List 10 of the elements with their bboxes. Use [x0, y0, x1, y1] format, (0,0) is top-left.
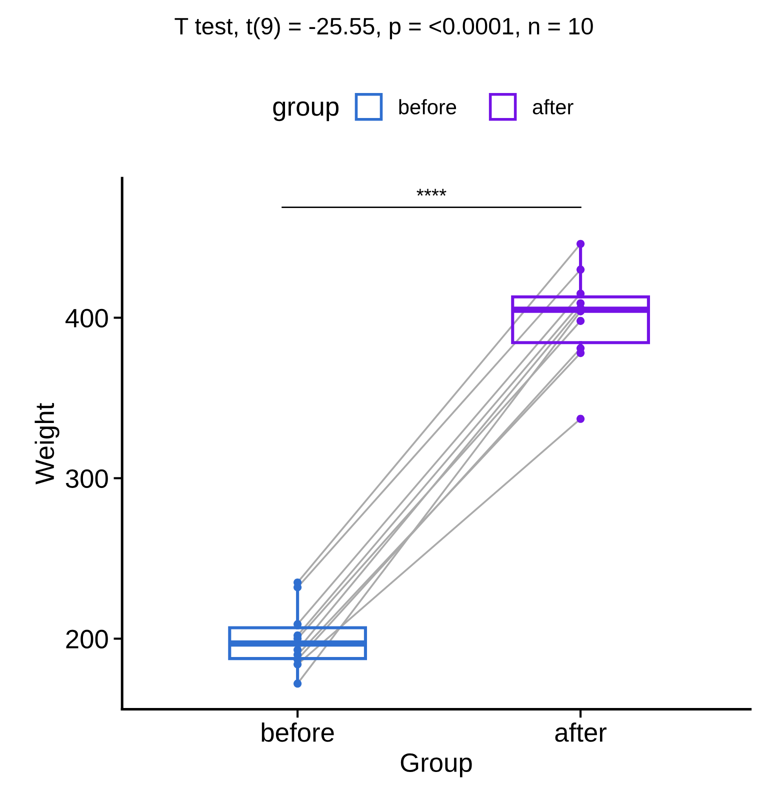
- y-tick-label: 300: [66, 469, 108, 488]
- legend-title: group: [273, 101, 338, 122]
- legend-label: before: [399, 99, 456, 114]
- y-axis-title: Weight: [34, 403, 60, 484]
- legend-label: after: [532, 99, 574, 114]
- y-tick-label: 200: [66, 630, 108, 648]
- x-axis-title: Group: [400, 753, 472, 778]
- chart-title: T test, t(9) = -25.55, p = <0.0001, n = 10: [174, 17, 593, 40]
- annotation: ****: [416, 188, 446, 196]
- y-tick-label: 400: [66, 308, 108, 328]
